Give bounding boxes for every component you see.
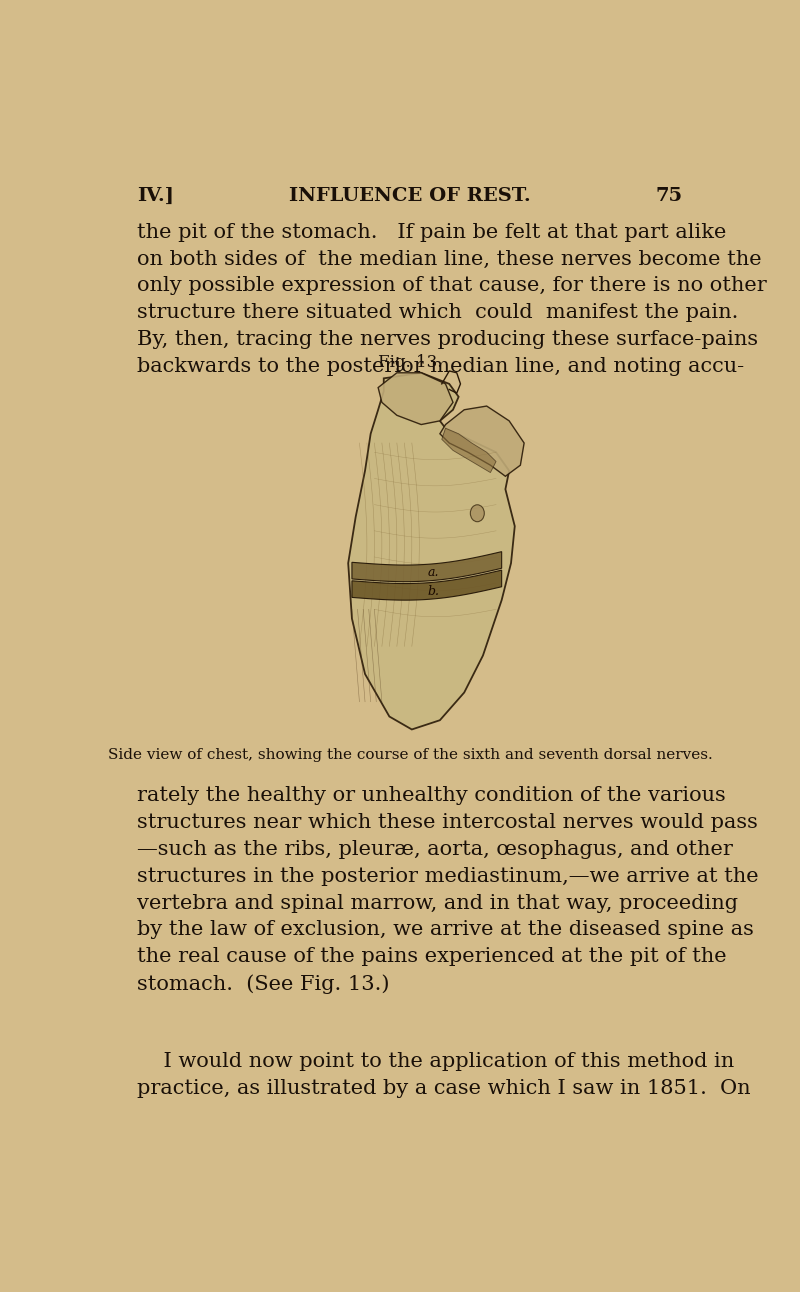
- Polygon shape: [348, 373, 514, 730]
- Polygon shape: [378, 373, 453, 425]
- Polygon shape: [243, 370, 618, 739]
- Text: 75: 75: [656, 187, 683, 205]
- Ellipse shape: [470, 505, 484, 522]
- Text: INFLUENCE OF REST.: INFLUENCE OF REST.: [289, 187, 531, 205]
- Polygon shape: [352, 552, 502, 581]
- Polygon shape: [440, 406, 524, 477]
- Text: the pit of the stomach.   If pain be felt at that part alike
on both sides of  t: the pit of the stomach. If pain be felt …: [138, 222, 767, 376]
- Polygon shape: [352, 570, 502, 601]
- Text: IV.]: IV.]: [138, 187, 174, 205]
- Polygon shape: [442, 428, 496, 473]
- Text: I would now point to the application of this method in
practice, as illustrated : I would now point to the application of …: [138, 1052, 751, 1098]
- Text: a.: a.: [427, 566, 439, 580]
- Text: Side view of chest, showing the course of the sixth and seventh dorsal nerves.: Side view of chest, showing the course o…: [108, 748, 712, 762]
- Text: b.: b.: [427, 585, 439, 598]
- Text: rately the healthy or unhealthy condition of the various
structures near which t: rately the healthy or unhealthy conditio…: [138, 787, 759, 994]
- Text: Fig. 13.: Fig. 13.: [378, 354, 442, 371]
